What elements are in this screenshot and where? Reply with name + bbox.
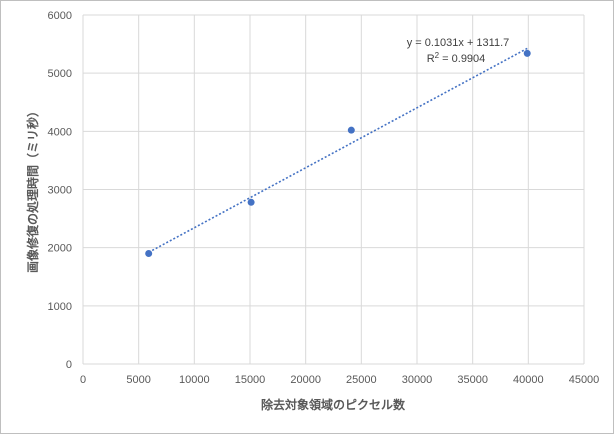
y-tick-label: 6000 xyxy=(48,10,72,22)
data-point xyxy=(247,198,255,206)
x-tick-label: 35000 xyxy=(457,374,488,386)
y-tick-label: 0 xyxy=(66,359,72,371)
x-tick-label: 25000 xyxy=(346,374,377,386)
y-axis-ticks: 0 1000 2000 3000 4000 5000 6000 xyxy=(48,10,72,371)
x-tick-label: 10000 xyxy=(179,374,210,386)
x-axis-title: 除去対象領域のピクセル数 xyxy=(261,397,406,412)
data-point xyxy=(145,249,153,257)
trendline-layer xyxy=(148,47,528,254)
y-axis-title: 画像修復の処理時間（ミリ秒） xyxy=(25,105,40,273)
trendline xyxy=(148,47,528,254)
x-tick-label: 5000 xyxy=(126,374,150,386)
x-axis-ticks: 0 5000 10000 15000 20000 25000 30000 35000 40000… xyxy=(80,374,599,386)
y-tick-label: 5000 xyxy=(48,68,72,80)
x-tick-label: 20000 xyxy=(290,374,321,386)
y-tick-label: 3000 xyxy=(48,185,72,197)
y-tick-label: 4000 xyxy=(48,126,72,138)
y-tick-label: 2000 xyxy=(48,243,72,255)
data-point xyxy=(347,126,355,134)
x-tick-label: 15000 xyxy=(235,374,266,386)
gridlines xyxy=(82,14,585,365)
x-tick-label: 0 xyxy=(80,374,86,386)
x-tick-label: 45000 xyxy=(569,374,600,386)
data-point xyxy=(523,49,531,57)
x-tick-label: 30000 xyxy=(402,374,433,386)
r-squared-label: R2 = 0.9904 xyxy=(427,51,486,65)
y-tick-label: 1000 xyxy=(48,301,72,313)
data-points xyxy=(145,49,531,257)
x-tick-label: 40000 xyxy=(513,374,544,386)
equation-label: y = 0.1031x + 1311.7 xyxy=(407,37,510,49)
